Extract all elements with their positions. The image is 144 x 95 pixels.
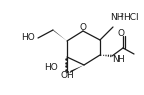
Polygon shape [52, 29, 67, 41]
Text: O: O [79, 23, 87, 32]
Text: O: O [118, 28, 125, 38]
Text: OH: OH [60, 72, 74, 80]
Text: HO: HO [21, 32, 35, 42]
Polygon shape [69, 65, 84, 73]
Text: NH: NH [110, 13, 124, 23]
Text: N: N [112, 55, 119, 63]
Text: 2: 2 [120, 13, 124, 18]
Text: H: H [117, 55, 124, 63]
Text: HO: HO [44, 63, 58, 72]
Text: HCl: HCl [123, 13, 139, 23]
